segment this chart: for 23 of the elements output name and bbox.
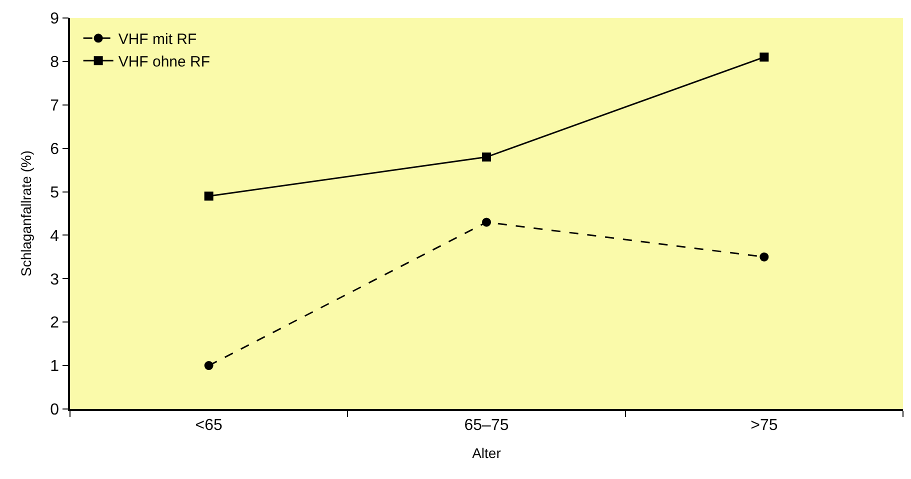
y-tick-label: 3 bbox=[50, 271, 60, 288]
y-tick-label: 5 bbox=[50, 184, 60, 202]
point bbox=[482, 152, 491, 162]
point bbox=[760, 252, 769, 262]
point bbox=[204, 192, 214, 201]
y-tick-label: 7 bbox=[50, 97, 60, 114]
point bbox=[482, 218, 491, 227]
x-tick-label: >75 bbox=[750, 416, 778, 434]
y-tick-label: 8 bbox=[50, 54, 60, 72]
y-tick-label: 6 bbox=[50, 140, 60, 158]
point bbox=[760, 52, 769, 62]
y-axis-title: Schlaganfallrate (%) bbox=[18, 150, 34, 277]
x-axis-title: Alter bbox=[472, 444, 502, 461]
legend-label: VHF mit RF bbox=[118, 31, 197, 48]
point bbox=[204, 361, 214, 370]
y-tick-label: 2 bbox=[50, 314, 60, 332]
y-tick-label: 4 bbox=[50, 228, 60, 245]
y-tick-label: 0 bbox=[50, 402, 60, 419]
x-tick-label: 65–75 bbox=[464, 416, 509, 434]
legend-label: VHF ohne RF bbox=[118, 54, 210, 71]
y-tick-label: 1 bbox=[50, 358, 60, 376]
x-tick-label: <65 bbox=[195, 416, 222, 434]
y-tick-label: 9 bbox=[50, 10, 60, 28]
